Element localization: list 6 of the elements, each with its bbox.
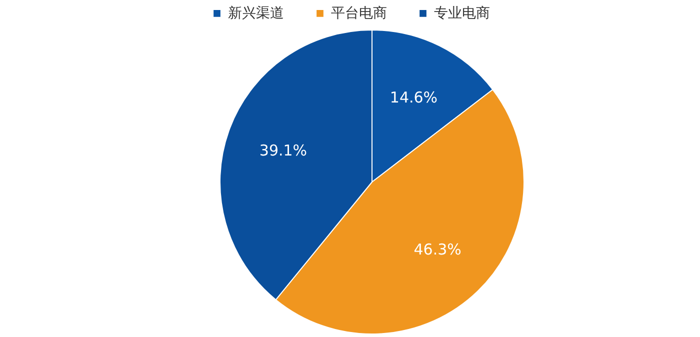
data-label: 46.3% bbox=[414, 240, 462, 259]
data-label: 39.1% bbox=[259, 141, 308, 160]
legend-label: 专业电商 bbox=[434, 5, 490, 22]
legend-label: 平台电商 bbox=[331, 5, 387, 22]
legend-label: 新兴渠道 bbox=[228, 5, 284, 22]
data-label: 14.6% bbox=[390, 88, 438, 106]
